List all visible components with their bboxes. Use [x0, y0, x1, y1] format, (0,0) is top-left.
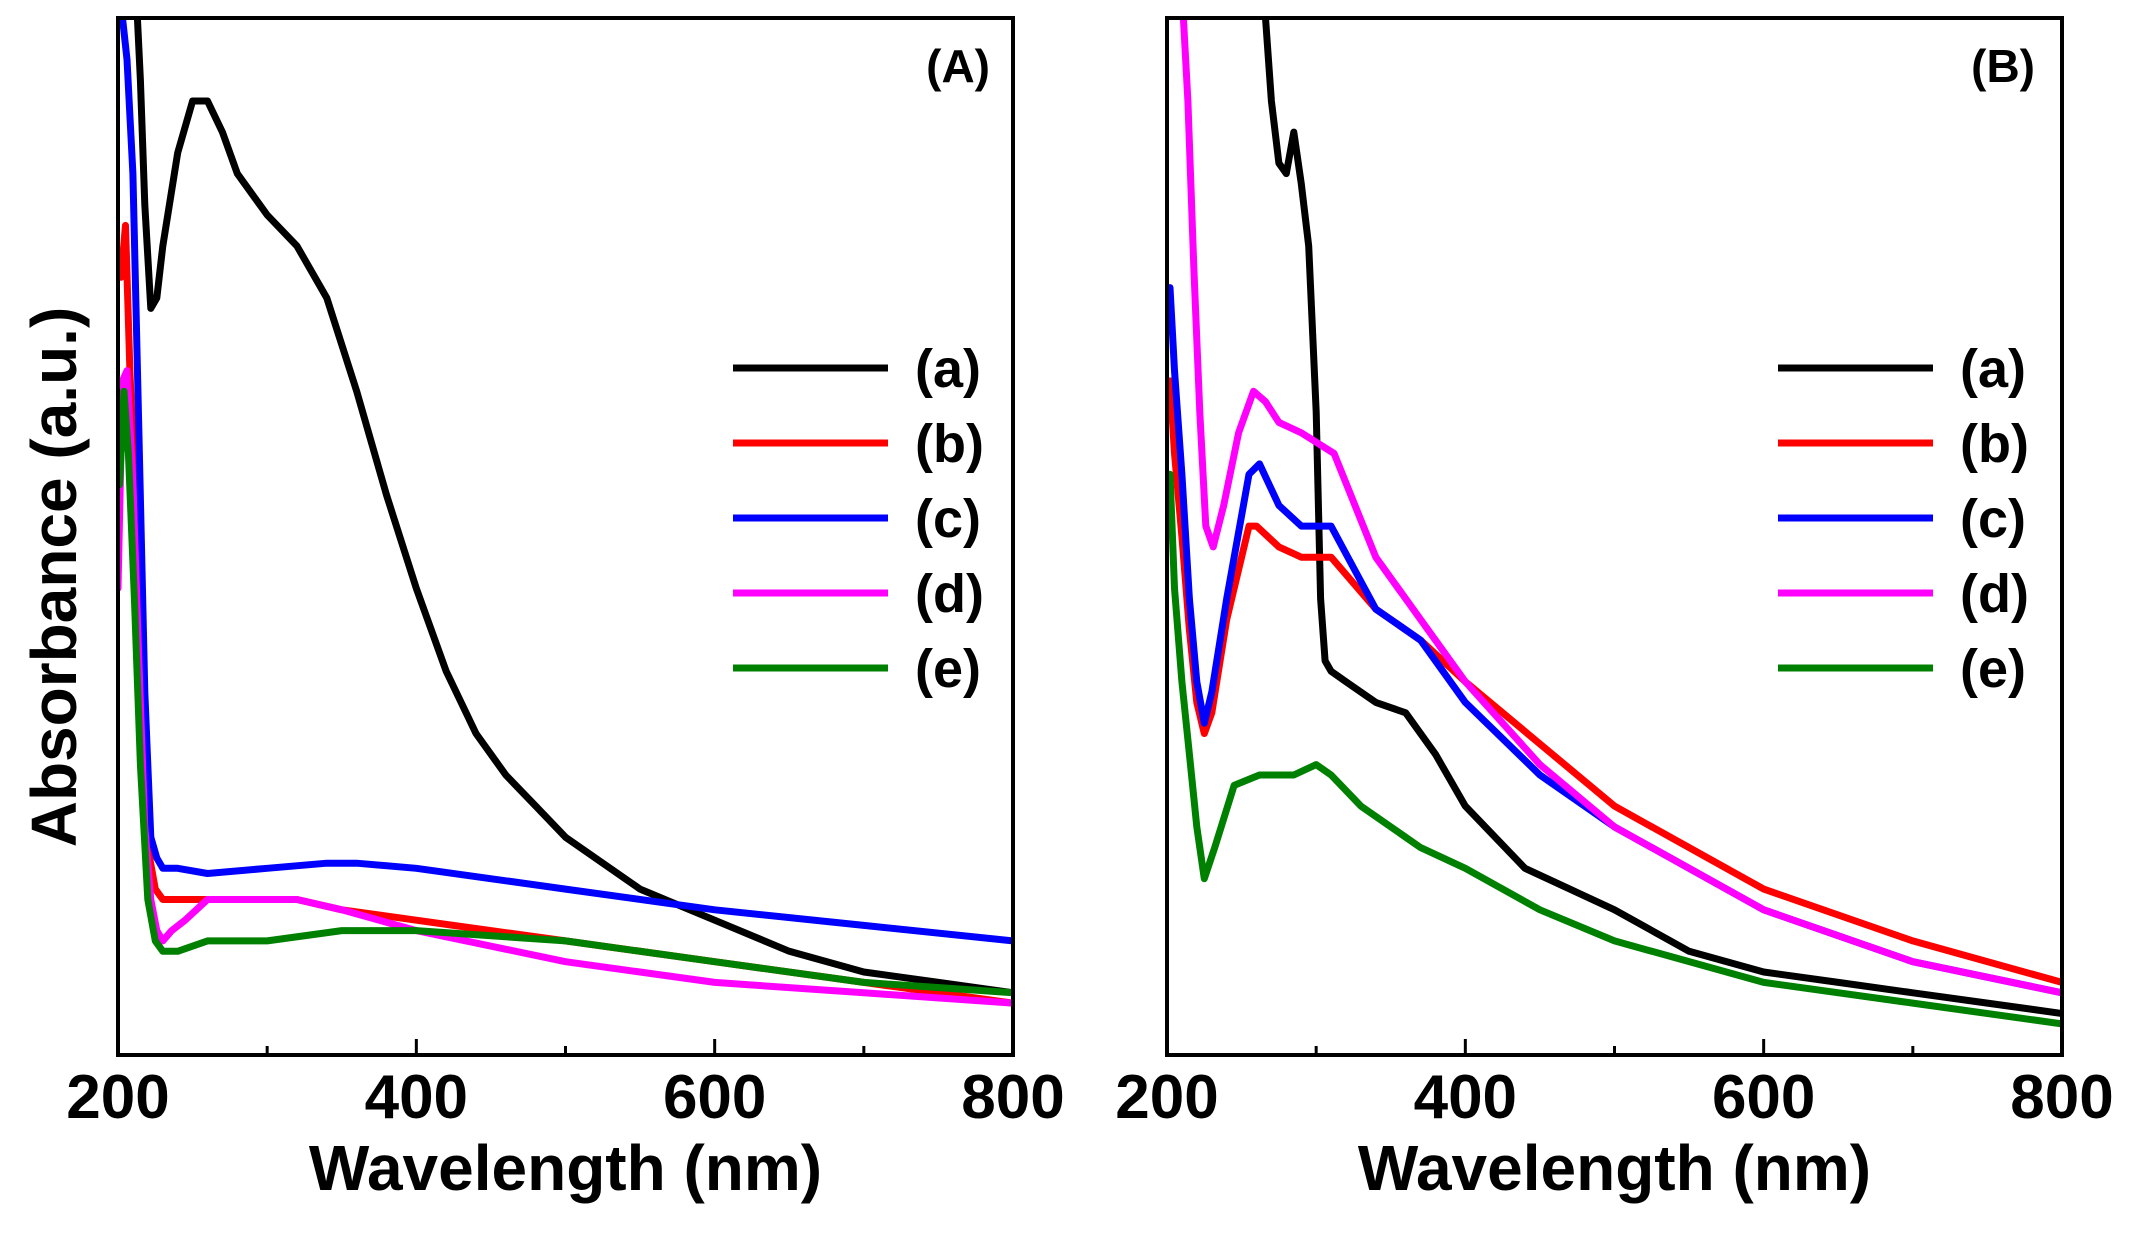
x-tick-label: 200: [1115, 1063, 1218, 1132]
series-line-e: [1167, 470, 2062, 1028]
series-line-c: [119, 18, 1013, 945]
series-line-d: [1179, 18, 2062, 997]
y-axis-title: Absorbance (a.u.): [18, 307, 90, 848]
series-line-e: [118, 387, 1013, 997]
legend-label-a: (a): [915, 339, 981, 399]
series-group: [118, 18, 1013, 1007]
legend-label-e: (e): [1960, 639, 2026, 699]
x-tick-label: 800: [2010, 1063, 2113, 1132]
series-line-b: [1167, 377, 2062, 986]
x-tick-label: 200: [66, 1063, 169, 1132]
series-line-c: [1167, 284, 2062, 997]
panel-label: (A): [926, 40, 990, 92]
legend: (a) (b) (c) (d) (e): [1778, 339, 2029, 699]
series-line-a: [1262, 18, 2062, 1017]
x-tick-label: 800: [961, 1063, 1064, 1132]
legend-label-c: (c): [915, 489, 981, 549]
legend-label-a: (a): [1960, 339, 2026, 399]
x-tick-label: 400: [365, 1063, 468, 1132]
series-line-a: [133, 18, 1013, 997]
legend-label-d: (d): [915, 564, 984, 624]
x-axis-title: Wavelength (nm): [1358, 1132, 1871, 1204]
legend-label-e: (e): [915, 639, 981, 699]
x-axis-title: Wavelength (nm): [309, 1132, 822, 1204]
panel-label: (B): [1971, 40, 2035, 92]
series-line-d: [118, 367, 1013, 1007]
x-tick-label: 600: [1712, 1063, 1815, 1132]
legend-label-b: (b): [1960, 414, 2029, 474]
x-tick-label: 400: [1414, 1063, 1517, 1132]
legend-label-c: (c): [1960, 489, 2026, 549]
legend-label-d: (d): [1960, 564, 2029, 624]
legend-label-b: (b): [915, 414, 984, 474]
legend: (a) (b) (c) (d) (e): [733, 339, 984, 699]
x-tick-label: 600: [663, 1063, 766, 1132]
series-group: [1167, 18, 2062, 1028]
